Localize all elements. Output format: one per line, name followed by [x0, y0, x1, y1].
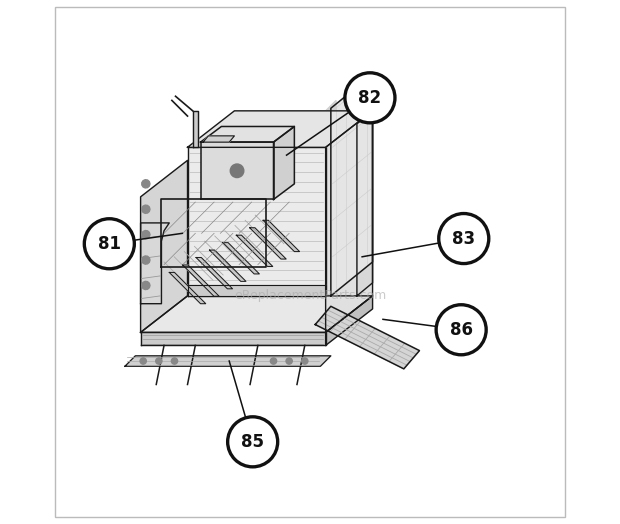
Polygon shape: [187, 286, 326, 296]
Polygon shape: [193, 111, 198, 147]
Text: eReplacementParts.com: eReplacementParts.com: [234, 289, 386, 302]
Circle shape: [230, 164, 244, 178]
Polygon shape: [141, 223, 169, 304]
Polygon shape: [187, 147, 326, 296]
Polygon shape: [326, 296, 373, 345]
Polygon shape: [169, 272, 206, 304]
Circle shape: [302, 358, 308, 364]
Polygon shape: [326, 101, 336, 147]
Text: 81: 81: [98, 235, 121, 253]
Polygon shape: [141, 332, 326, 345]
Polygon shape: [142, 281, 150, 290]
Circle shape: [171, 358, 177, 364]
Circle shape: [228, 417, 278, 467]
Polygon shape: [125, 356, 331, 366]
Polygon shape: [142, 205, 150, 213]
Polygon shape: [326, 106, 373, 147]
Polygon shape: [236, 235, 273, 267]
Polygon shape: [273, 126, 294, 200]
Text: 83: 83: [452, 230, 476, 247]
Text: 86: 86: [450, 321, 472, 339]
Circle shape: [140, 358, 146, 364]
Circle shape: [156, 358, 162, 364]
Circle shape: [436, 305, 486, 355]
Circle shape: [270, 358, 277, 364]
Polygon shape: [210, 250, 246, 281]
Circle shape: [84, 219, 135, 269]
Circle shape: [286, 358, 292, 364]
Polygon shape: [203, 136, 234, 142]
Polygon shape: [142, 231, 150, 239]
Text: 82: 82: [358, 89, 381, 107]
Polygon shape: [141, 160, 187, 332]
Circle shape: [439, 213, 489, 264]
Polygon shape: [250, 228, 286, 259]
Polygon shape: [141, 296, 373, 332]
Polygon shape: [187, 111, 373, 147]
Polygon shape: [142, 180, 150, 188]
Polygon shape: [142, 256, 150, 264]
Polygon shape: [315, 307, 420, 369]
Polygon shape: [200, 142, 273, 200]
Polygon shape: [196, 257, 232, 289]
Polygon shape: [223, 243, 259, 274]
Polygon shape: [200, 126, 294, 142]
Polygon shape: [263, 220, 299, 252]
Polygon shape: [326, 111, 373, 332]
Circle shape: [345, 73, 395, 123]
Polygon shape: [331, 74, 373, 296]
Polygon shape: [183, 265, 219, 296]
Text: 85: 85: [241, 433, 264, 451]
Polygon shape: [357, 111, 373, 296]
